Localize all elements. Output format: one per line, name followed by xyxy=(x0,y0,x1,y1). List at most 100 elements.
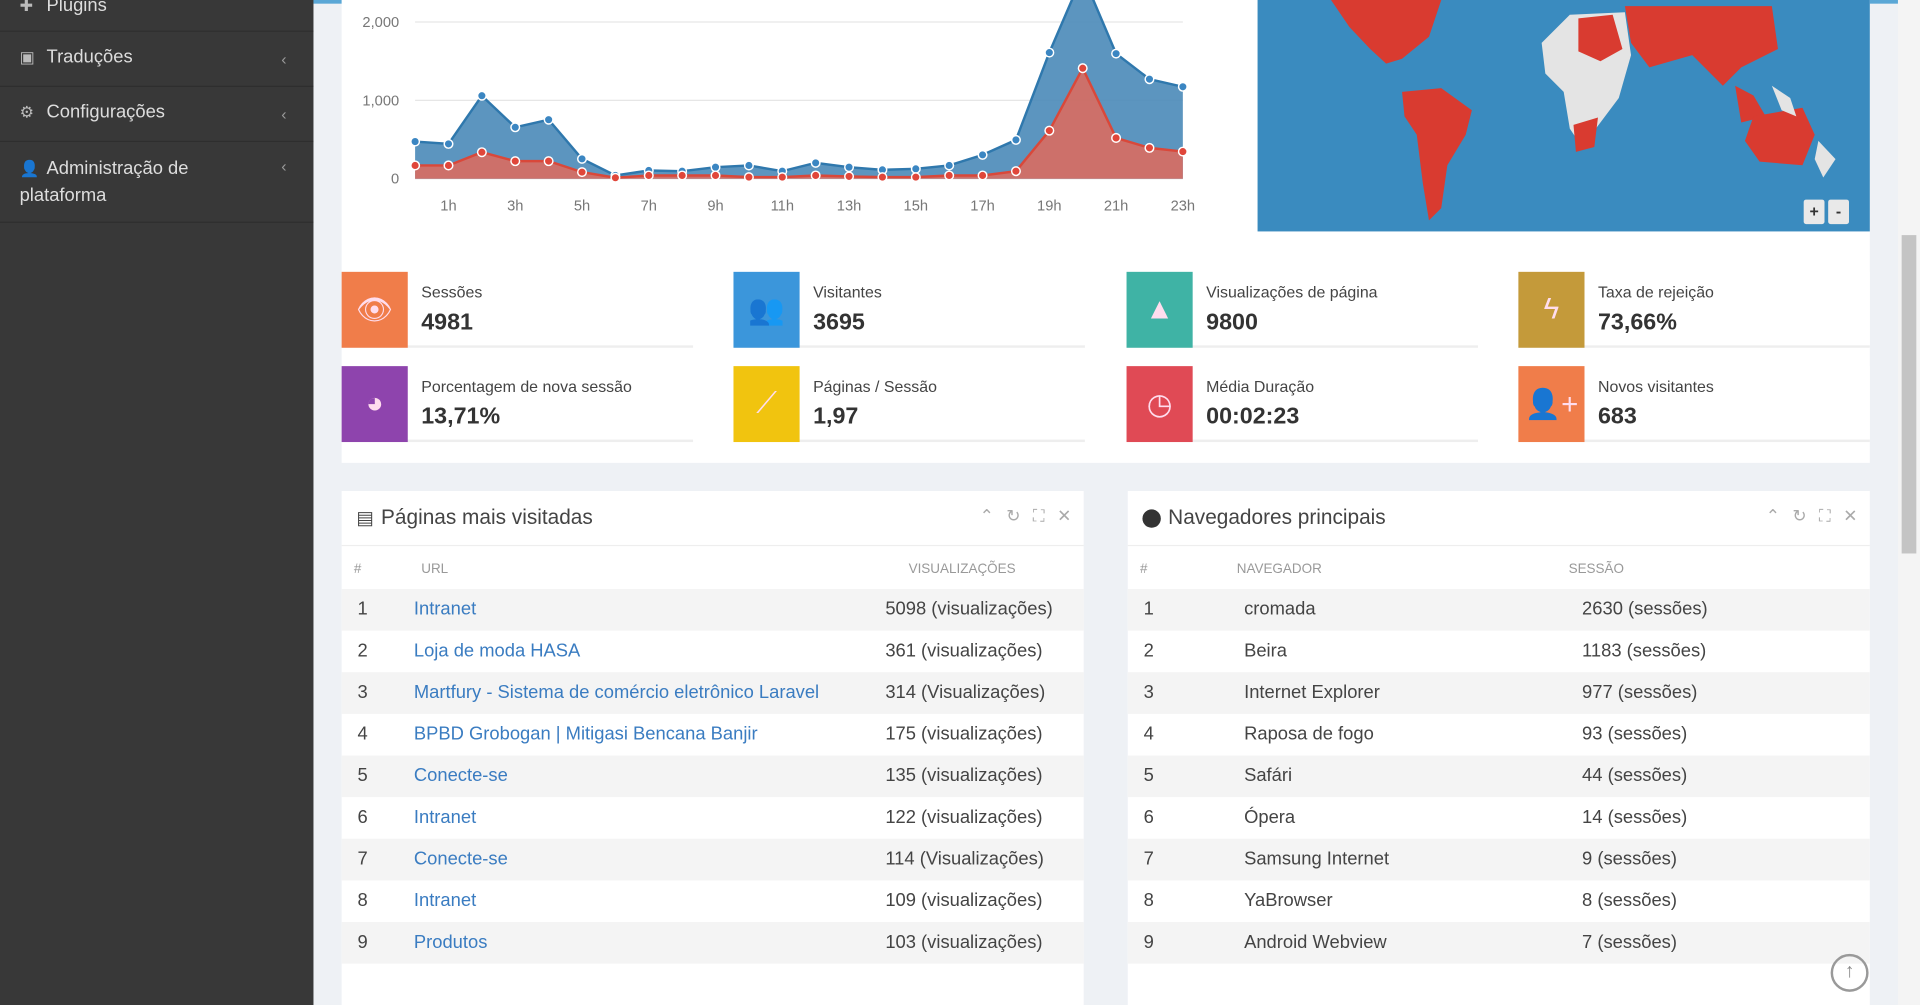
data-point[interactable] xyxy=(844,171,855,182)
data-point[interactable] xyxy=(677,170,688,181)
data-point[interactable] xyxy=(1144,74,1155,85)
refresh-icon[interactable]: ↻ xyxy=(1006,505,1021,526)
row-count: 93 (sessões) xyxy=(1582,723,1688,745)
data-point[interactable] xyxy=(476,90,487,101)
data-point[interactable] xyxy=(576,167,588,178)
world-map[interactable]: + - xyxy=(1257,0,1870,232)
chevron-left-icon: ‹ xyxy=(281,156,287,176)
top-pages-box: ▤ Páginas mais visitadas ⌃ ↻ ⛶ ✕ # URL VISUA… xyxy=(341,491,1084,1005)
stat-card: ◕ Porcentagem de nova sessão 13,71% xyxy=(341,366,694,443)
url-link[interactable]: Conecte-se xyxy=(413,765,508,787)
data-point[interactable] xyxy=(810,170,821,181)
data-point[interactable] xyxy=(743,172,754,183)
url-link[interactable]: Intranet xyxy=(413,890,477,912)
fullscreen-icon[interactable]: ⛶ xyxy=(1818,505,1831,526)
stat-label: Visualizações de página xyxy=(1206,282,1378,302)
user-admin-icon: 👤 xyxy=(19,159,40,178)
url-link[interactable]: Produtos xyxy=(413,931,488,953)
map-zoom-out-button[interactable]: - xyxy=(1828,199,1849,225)
data-point[interactable] xyxy=(543,114,554,125)
data-point[interactable] xyxy=(1077,63,1088,74)
row-count: 14 (sessões) xyxy=(1582,806,1688,828)
back-to-top-button[interactable]: ↑ xyxy=(1830,953,1869,992)
row-index: 2 xyxy=(357,640,368,662)
url-link[interactable]: Intranet xyxy=(413,598,477,620)
sidebar-item-administracao[interactable]: 👤 Administração de plataforma ‹ xyxy=(0,142,314,223)
stat-label: Páginas / Sessão xyxy=(813,377,937,396)
data-point[interactable] xyxy=(576,153,588,164)
data-point[interactable] xyxy=(1010,166,1021,177)
data-point[interactable] xyxy=(1044,47,1055,58)
data-point[interactable] xyxy=(710,170,721,181)
fullscreen-icon[interactable]: ⛶ xyxy=(1032,505,1045,526)
table-row: 8 YaBrowser 8 (sessões) xyxy=(1128,880,1870,922)
stat-value: 683 xyxy=(1597,404,1637,430)
data-point[interactable] xyxy=(944,170,955,181)
data-point[interactable] xyxy=(1010,134,1021,145)
data-point[interactable] xyxy=(877,172,888,183)
url-link[interactable]: Intranet xyxy=(413,806,477,828)
row-count: 175 (visualizações) xyxy=(885,723,1043,745)
col-header: VISUALIZAÇÕES xyxy=(908,562,1016,577)
data-point[interactable] xyxy=(1111,48,1122,59)
data-point[interactable] xyxy=(977,149,988,160)
sidebar-item-plugins[interactable]: ✚ Plugins xyxy=(0,0,314,32)
scrollbar[interactable] xyxy=(1897,0,1920,1005)
data-point[interactable] xyxy=(476,147,487,158)
collapse-icon[interactable]: ⌃ xyxy=(1765,505,1781,526)
data-point[interactable] xyxy=(510,122,521,133)
url-link[interactable]: Martfury - Sistema de comércio eletrônic… xyxy=(413,682,820,703)
sidebar-item-configuracoes[interactable]: ⚙ Configurações ‹ xyxy=(0,87,314,143)
data-point[interactable] xyxy=(543,156,554,167)
data-point[interactable] xyxy=(1177,81,1188,92)
row-count: 103 (visualizações) xyxy=(885,931,1043,953)
sidebar: ✚ Plugins ▣ Traduções ‹ ⚙ Configurações ‹ 👤 Ad… xyxy=(0,0,314,1005)
data-point[interactable] xyxy=(1177,146,1188,157)
data-point[interactable] xyxy=(710,162,721,173)
url-link[interactable]: Conecte-se xyxy=(413,848,508,870)
data-point[interactable] xyxy=(977,170,988,181)
row-count: 977 (sessões) xyxy=(1582,682,1698,703)
data-point[interactable] xyxy=(743,160,754,171)
x-tick-label: 1h xyxy=(440,199,456,215)
close-icon[interactable]: ✕ xyxy=(1057,505,1072,526)
stat-card: ◷ Média Duração 00:02:23 xyxy=(1126,366,1478,443)
data-point[interactable] xyxy=(510,156,521,167)
url-link[interactable]: BPBD Grobogan | Mitigasi Bencana Banjir xyxy=(413,723,758,745)
row-count: 1183 (sessões) xyxy=(1582,640,1707,662)
stat-label: Visitantes xyxy=(813,282,882,302)
data-point[interactable] xyxy=(1044,125,1055,136)
scrollbar-thumb[interactable] xyxy=(1901,235,1917,554)
browser-name: Android Webview xyxy=(1244,931,1387,953)
data-point[interactable] xyxy=(844,162,855,173)
data-point[interactable] xyxy=(443,160,454,171)
data-point[interactable] xyxy=(910,163,921,174)
url-link[interactable]: Loja de moda HASA xyxy=(413,640,581,662)
map-zoom-in-button[interactable]: + xyxy=(1803,199,1825,225)
y-tick-label: 2,000 xyxy=(362,15,399,31)
data-point[interactable] xyxy=(443,138,454,149)
collapse-icon[interactable]: ⌃ xyxy=(979,505,994,526)
data-point[interactable] xyxy=(810,157,821,168)
data-point[interactable] xyxy=(610,172,621,183)
sidebar-item-traducoes[interactable]: ▣ Traduções ‹ xyxy=(0,32,314,87)
data-point[interactable] xyxy=(1111,132,1122,143)
table-row: 9 Produtos 103 (visualizações) xyxy=(341,922,1084,964)
table-row: 2 Beira 1183 (sessões) xyxy=(1128,631,1870,673)
stat-card: ▲ Visualizações de página 9800 xyxy=(1126,271,1478,348)
box-title: Páginas mais visitadas xyxy=(381,505,593,529)
data-point[interactable] xyxy=(1144,142,1155,153)
data-point[interactable] xyxy=(643,170,654,181)
browser-name: Ópera xyxy=(1244,806,1296,828)
refresh-icon[interactable]: ↻ xyxy=(1792,505,1807,526)
close-icon[interactable]: ✕ xyxy=(1843,505,1858,526)
stat-card: 👤+ Novos visitantes 683 xyxy=(1518,366,1870,443)
data-point[interactable] xyxy=(410,160,421,171)
data-point[interactable] xyxy=(944,160,955,171)
data-point[interactable] xyxy=(777,172,788,183)
table-row: 5 Safári 44 (sessões) xyxy=(1127,755,1870,798)
row-index: 1 xyxy=(1143,598,1154,620)
table-row: 1 cromada 2630 (sessões) xyxy=(1127,588,1870,631)
data-point[interactable] xyxy=(410,136,421,147)
data-point[interactable] xyxy=(910,172,921,183)
